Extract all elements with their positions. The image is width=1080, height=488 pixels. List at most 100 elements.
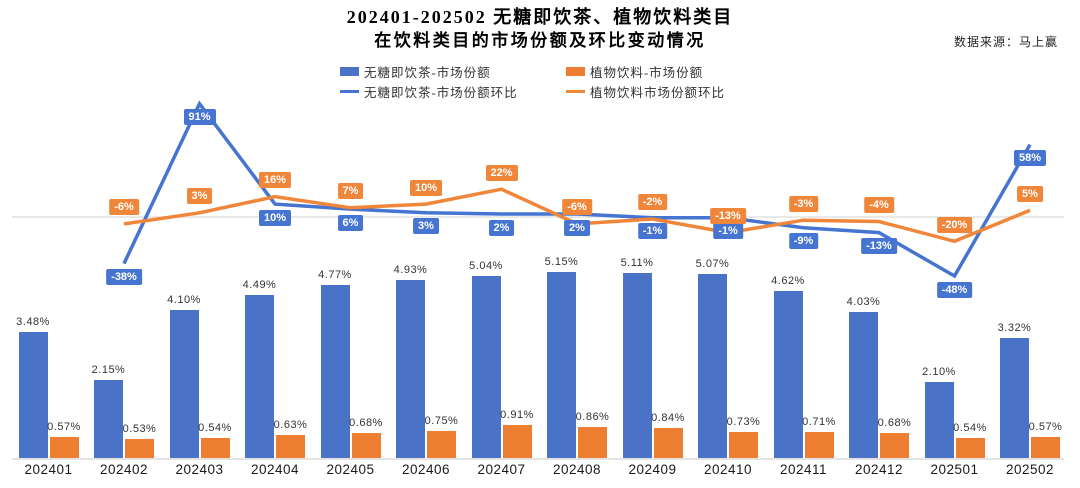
tea-bar: [622, 273, 652, 458]
x-axis-label: 202404: [250, 462, 300, 477]
tea-bar-value-label: 2.10%: [922, 365, 956, 378]
tea-change-label: 2%: [488, 219, 515, 236]
tea-bar-value-label: 3.32%: [997, 321, 1032, 334]
tea-bar-value-label: 5.15%: [544, 255, 579, 268]
plant-bar-value-label: 0.86%: [575, 410, 610, 423]
plant-bar: [200, 438, 230, 458]
tea-bar: [18, 332, 48, 458]
legend-bar-swatch-icon: [340, 66, 359, 76]
chart-title-line2: 在饮料类目的市场份额及环比变动情况: [374, 31, 706, 50]
tea-bar: [396, 279, 425, 458]
chart-title: 202401-202502 无糖即饮茶、植物饮料类目 在饮料类目的市场份额及环比…: [0, 6, 1080, 52]
tea-bar-value-label: 4.10%: [167, 293, 201, 306]
plant-bar-value-label: 0.63%: [273, 419, 308, 432]
x-axis-label: 202410: [703, 462, 753, 477]
plant-change-label: 7%: [337, 183, 364, 200]
plant-change-label: 10%: [409, 179, 443, 196]
tea-bar: [547, 271, 576, 458]
legend-item-1: 植物饮料-市场份额: [566, 64, 704, 80]
plant-bar-value-label: 0.68%: [877, 417, 912, 430]
x-axis-label: 202412: [854, 462, 904, 477]
legend-item-2: 无糖即饮茶-市场份额环比: [340, 84, 518, 100]
tea-change-label: -1%: [637, 223, 668, 240]
plant-bar-value-label: 0.54%: [953, 422, 987, 435]
x-axis-label: 202411: [779, 462, 828, 477]
plant-bar: [653, 427, 683, 458]
tea-change-label: -48%: [936, 281, 973, 298]
plant-bar: [804, 432, 834, 458]
legend-line-swatch-icon: [340, 89, 359, 93]
plant-change-label: -13%: [710, 208, 746, 225]
tea-change-label: -38%: [106, 269, 142, 286]
plant-bar-value-label: 0.91%: [500, 409, 534, 422]
chart-title-line1: 202401-202502 无糖即饮茶、植物饮料类目: [346, 7, 734, 27]
tea-bar-value-label: 3.48%: [16, 316, 50, 329]
x-axis-line: [12, 458, 1064, 460]
x-axis-label: 202406: [401, 462, 451, 477]
tea-change-label: -1%: [713, 223, 743, 240]
plant-bar-value-label: 0.54%: [198, 422, 232, 435]
tea-change-label: 91%: [183, 109, 216, 126]
x-axis-label: 202405: [326, 462, 375, 477]
legend-line-swatch-icon: [566, 89, 585, 93]
legend-label: 植物饮料市场份额环比: [590, 85, 726, 100]
zero-gridline: [12, 215, 1064, 218]
legend-label: 无糖即饮茶-市场份额: [364, 65, 491, 80]
tea-change-label: 58%: [1013, 150, 1047, 167]
tea-change-label: 6%: [337, 214, 364, 231]
tea-bar-value-label: 5.04%: [469, 259, 503, 272]
data-source-note: 数据来源：马上赢: [953, 35, 1058, 49]
tea-bar: [849, 312, 878, 458]
plant-bar-value-label: 0.68%: [349, 417, 383, 430]
x-axis-label: 202402: [99, 462, 149, 477]
plant-bar: [578, 426, 607, 458]
x-axis-label: 202409: [628, 462, 677, 477]
tea-change-label: 10%: [258, 209, 292, 226]
plant-bar: [955, 438, 985, 458]
tea-bar: [94, 380, 123, 458]
x-axis-label: 202407: [477, 462, 526, 477]
tea-bar-value-label: 4.49%: [242, 279, 277, 292]
plant-bar-value-label: 0.53%: [122, 422, 157, 435]
tea-change-label: -9%: [788, 233, 819, 250]
plant-change-label: 22%: [485, 164, 518, 181]
legend-label: 无糖即饮茶-市场份额环比: [364, 85, 518, 100]
legend-item-0: 无糖即饮茶-市场份额: [340, 64, 491, 80]
plant-change-label: -4%: [864, 196, 894, 213]
plant-bar: [729, 431, 758, 458]
plant-change-label: -20%: [936, 216, 973, 233]
plant-bar: [125, 438, 154, 458]
plant-change-label: 3%: [186, 188, 213, 205]
tea-bar: [1000, 337, 1029, 458]
tea-bar-value-label: 4.77%: [318, 269, 352, 282]
x-axis-label: 202502: [1005, 462, 1055, 477]
plant-change-label: 16%: [258, 172, 292, 189]
legend-item-3: 植物饮料市场份额环比: [566, 84, 726, 100]
plant-bar-value-label: 0.57%: [1028, 421, 1063, 434]
x-axis-label: 202403: [175, 462, 224, 477]
tea-bar: [320, 285, 350, 458]
tea-bar-value-label: 4.03%: [846, 296, 881, 309]
plant-bar: [427, 430, 456, 458]
tea-bar: [698, 274, 727, 458]
plant-bar-value-label: 0.71%: [802, 416, 836, 429]
plant-change-label: -2%: [637, 194, 668, 211]
tea-bar: [169, 309, 199, 458]
plant-bar: [880, 433, 909, 458]
tea-change-label: 2%: [564, 219, 590, 236]
legend-label: 植物饮料-市场份额: [590, 65, 704, 80]
plant-bar-value-label: 0.84%: [651, 411, 685, 424]
legend-bar-swatch-icon: [566, 66, 585, 76]
x-axis-label: 202401: [24, 462, 73, 477]
plant-bar: [351, 433, 381, 458]
plant-bar: [276, 435, 305, 458]
tea-bar: [245, 295, 274, 458]
plant-bar-value-label: 0.57%: [47, 421, 81, 434]
tea-bar-value-label: 5.11%: [620, 257, 654, 270]
plant-bar-value-label: 0.73%: [726, 415, 761, 428]
plant-bar: [502, 425, 532, 458]
plant-change-label: -6%: [109, 199, 139, 216]
tea-change-label: 3%: [413, 218, 439, 235]
